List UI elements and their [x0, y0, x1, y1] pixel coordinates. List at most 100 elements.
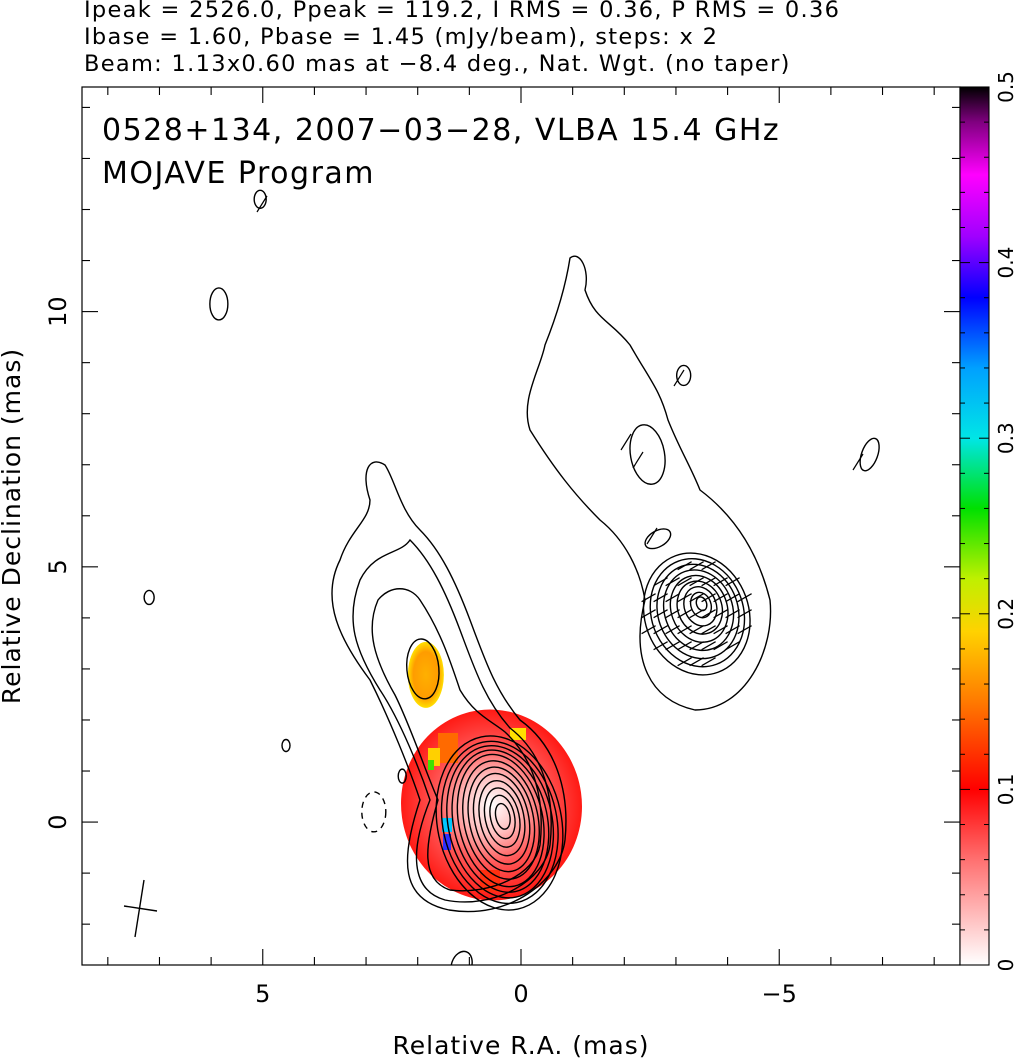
evpa-vector [677, 577, 692, 587]
isolated-contour [397, 768, 407, 784]
evpa-vector [689, 561, 704, 571]
evpa-vector [713, 577, 728, 587]
y-tick-label: 10 [44, 296, 72, 327]
evpa-vector [737, 593, 752, 603]
outer-component-contour [689, 591, 713, 619]
evpa-vector [665, 593, 680, 603]
outer-component-contour [683, 586, 718, 627]
evpa-vector [725, 593, 740, 603]
evpa-vector [701, 657, 716, 667]
evpa-vector [701, 609, 716, 619]
core-contour [472, 772, 531, 865]
evpa-vector [725, 625, 740, 635]
y-tick-label: 5 [44, 559, 72, 574]
evpa-vector [677, 641, 692, 651]
evpa-vector [256, 195, 268, 213]
evpa-vector [677, 625, 692, 635]
evpa-vector [713, 593, 728, 603]
outer-component-contour [656, 563, 740, 660]
core-contour [440, 740, 559, 905]
colorbar [960, 87, 989, 965]
evpa-vector [689, 577, 704, 587]
x-tick-label: 0 [513, 980, 528, 1008]
core-contour [478, 780, 526, 857]
isolated-contour [253, 189, 267, 210]
isolated-contour [859, 437, 880, 472]
chart-subtitle: MOJAVE Program [102, 156, 375, 191]
x-tick-label: 5 [255, 980, 270, 1008]
evpa-vector [677, 593, 692, 603]
evpa-vector [665, 625, 680, 635]
negative-contour [361, 791, 387, 833]
isolated-contour [629, 424, 666, 485]
evpa-vector [641, 625, 656, 635]
knot-contour [406, 638, 440, 700]
colorbar-tick-label: 0.1 [994, 773, 1018, 805]
evpa-vector [646, 527, 658, 545]
evpa-vector [689, 609, 704, 619]
core-contour [462, 760, 540, 880]
evpa-vector [677, 657, 692, 667]
evpa-vector [737, 625, 752, 635]
polarization-patch [442, 818, 452, 832]
evpa-vector [737, 609, 752, 619]
isolated-contour [281, 738, 291, 753]
colorbar-tick-label: 0.2 [994, 598, 1018, 630]
polarization-patch [438, 733, 458, 763]
evpa-vector [852, 453, 864, 471]
core-contour [489, 794, 516, 840]
evpa-vector [725, 609, 740, 619]
outer-component-contour [669, 574, 729, 643]
isolated-contour [143, 589, 155, 606]
chart-title: 0528+134, 2007−03−28, VLBA 15.4 GHz [102, 113, 780, 148]
evpa-vector [653, 577, 668, 587]
outer-component-contour [676, 580, 724, 635]
evpa-vector [632, 451, 644, 469]
core-contour [435, 735, 564, 911]
polarization-patch [428, 760, 434, 770]
x-axis-label: Relative R.A. (mas) [393, 1031, 650, 1060]
evpa-vector [665, 577, 680, 587]
evpa-vector [641, 593, 656, 603]
evpa-vector [725, 641, 740, 651]
contour-layer [143, 189, 880, 965]
jet-contour [371, 588, 542, 892]
outer-jet-contour [526, 255, 772, 711]
outer-component-contour [695, 596, 708, 612]
isolated-contour [644, 528, 672, 550]
evpa-vector [689, 641, 704, 651]
outer-component-contour [649, 557, 746, 668]
evpa-vector [653, 625, 668, 635]
evpa-vector [725, 577, 740, 587]
evpa-vector [713, 625, 728, 635]
polarization-patch [443, 834, 451, 850]
jet-outer-contour [331, 461, 567, 913]
evpa-vector [641, 609, 656, 619]
core-contour [483, 787, 521, 848]
evpa-vector [689, 593, 704, 603]
evpa-vector [620, 433, 632, 451]
y-axis-label: Relative Declination (mas) [0, 348, 26, 704]
axis-ticks [82, 87, 960, 965]
colorbar-frame [959, 86, 990, 966]
evpa-vector [665, 641, 680, 651]
polarization-colour-layer [401, 641, 582, 901]
evpa-vector [701, 561, 716, 571]
isolated-contour [450, 950, 473, 965]
evpa-vector [665, 609, 680, 619]
evpa-vector [701, 625, 716, 635]
isolated-contour [209, 287, 229, 321]
evpa-vector [701, 577, 716, 587]
core-contour [451, 749, 550, 893]
colorbar-tick-label: 0.3 [994, 422, 1018, 454]
y-tick-label: 0 [44, 814, 72, 829]
evpa-vector [653, 593, 668, 603]
colorbar-tick-label: 0 [994, 959, 1018, 972]
evpa-vectors [256, 195, 864, 667]
evpa-vector [713, 641, 728, 651]
header-line-3: Beam: 1.13x0.60 mas at −8.4 deg., Nat. W… [84, 51, 791, 77]
x-tick-label: −5 [762, 980, 797, 1008]
evpa-vector [689, 625, 704, 635]
evpa-vector [653, 641, 668, 651]
header-line-2: Ibase = 1.60, Pbase = 1.45 (mJy/beam), s… [84, 24, 719, 50]
